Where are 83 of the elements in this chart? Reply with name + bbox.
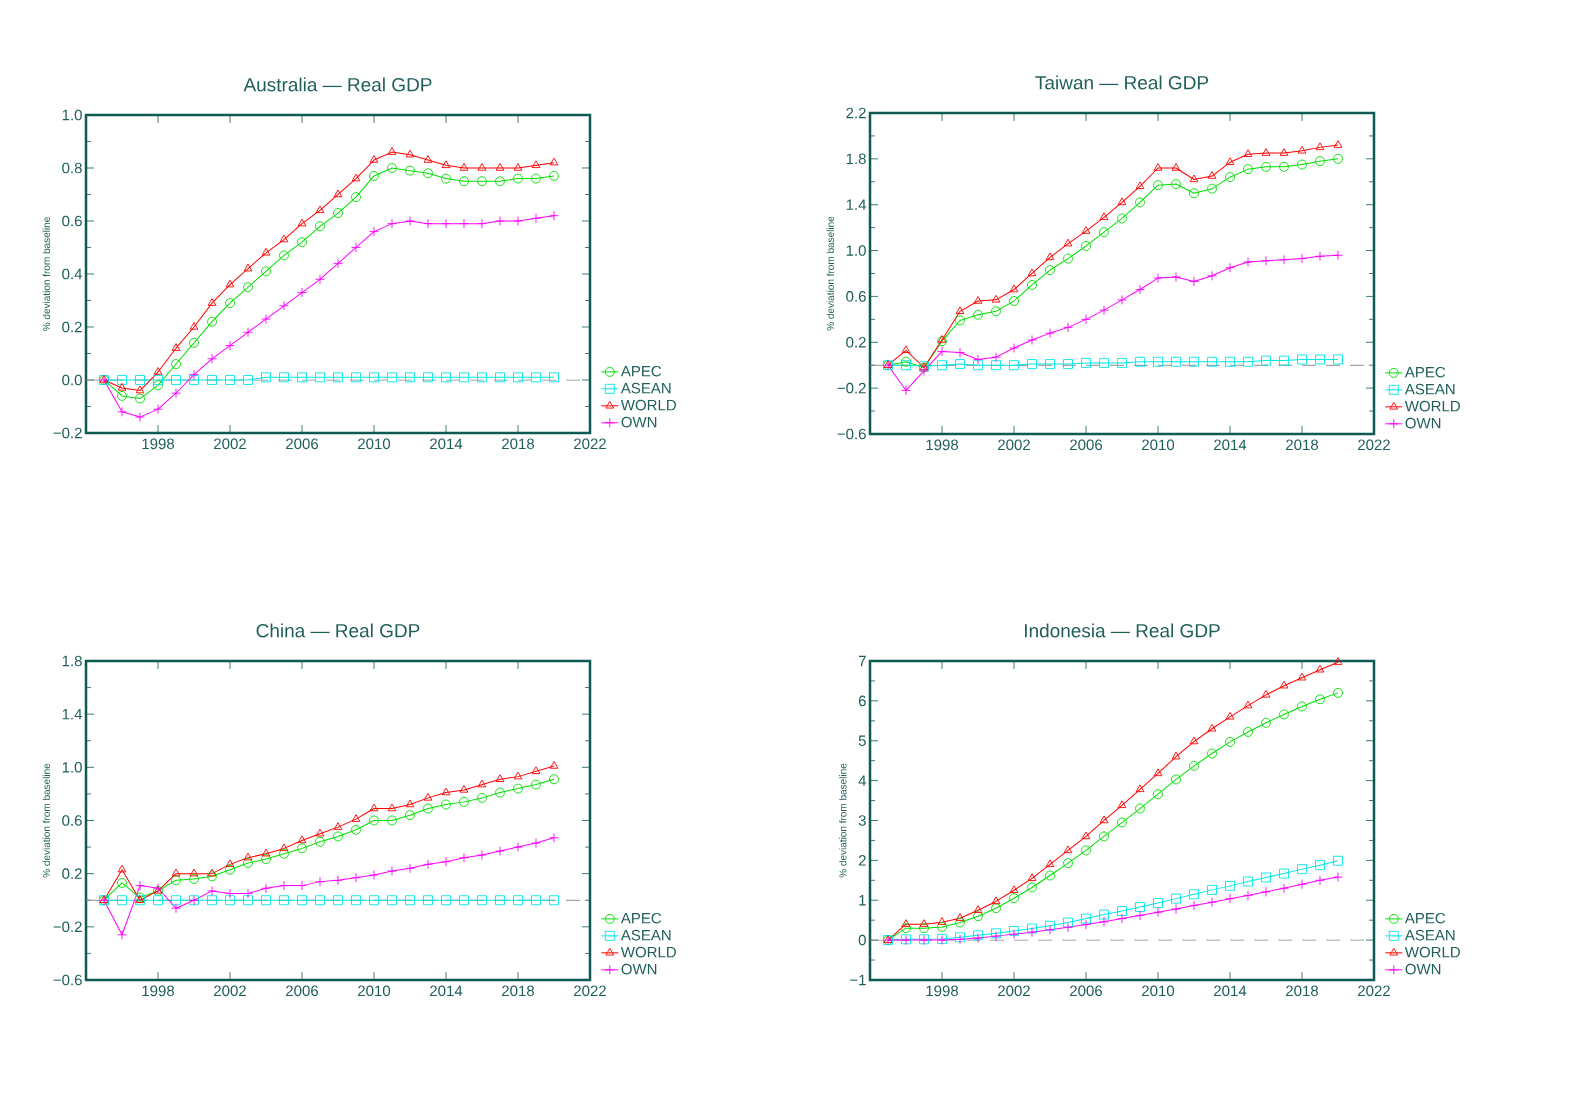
legend-label: APEC bbox=[1404, 366, 1446, 378]
x-tick-label: 2022 bbox=[574, 438, 606, 450]
chart-title: China — Real GDP bbox=[256, 623, 420, 638]
y-tick-label: 0.4 bbox=[62, 268, 83, 280]
x-tick-label: 2022 bbox=[1358, 439, 1390, 451]
legend-label: WORLD bbox=[1404, 946, 1460, 958]
legend-label: WORLD bbox=[1404, 400, 1460, 412]
y-tick-label: 1.8 bbox=[846, 153, 866, 165]
y-tick-label: 0 bbox=[858, 934, 866, 946]
x-tick-label: 2014 bbox=[1214, 985, 1247, 997]
x-tick-label: 2018 bbox=[1286, 985, 1319, 997]
x-tick-label: 2006 bbox=[1070, 985, 1103, 997]
x-tick-label: 1998 bbox=[926, 985, 959, 997]
y-tick-label: −0.2 bbox=[53, 427, 82, 439]
y-tick-label: 4 bbox=[858, 775, 867, 786]
legend-label: WORLD bbox=[620, 946, 676, 958]
legend-label: APEC bbox=[620, 912, 662, 924]
y-tick-label: 7 bbox=[858, 655, 866, 667]
y-tick-label: −0.2 bbox=[53, 921, 82, 933]
y-tick-label: 0.6 bbox=[62, 815, 82, 826]
y-axis-title: % deviation from baseline bbox=[42, 217, 50, 331]
y-tick-label: 5 bbox=[858, 735, 866, 746]
x-tick-label: 1998 bbox=[142, 985, 175, 997]
x-tick-label: 2006 bbox=[286, 985, 319, 997]
x-tick-label: 1998 bbox=[142, 438, 175, 450]
x-tick-label: 2010 bbox=[358, 985, 391, 997]
legend-label: OWN bbox=[1405, 417, 1441, 429]
y-axis-title: % deviation from baseline bbox=[826, 216, 834, 331]
y-tick-label: −0.6 bbox=[53, 974, 82, 986]
x-tick-label: 2010 bbox=[1142, 985, 1175, 997]
x-tick-label: 2014 bbox=[430, 985, 463, 997]
y-tick-label: 1.4 bbox=[846, 199, 867, 210]
y-tick-label: 1.8 bbox=[62, 655, 82, 667]
y-tick-label: 0.8 bbox=[62, 162, 82, 174]
x-tick-label: 2022 bbox=[1358, 985, 1390, 997]
y-tick-label: −1 bbox=[850, 974, 866, 986]
x-tick-label: 2014 bbox=[430, 438, 463, 450]
x-tick-label: 2018 bbox=[1286, 439, 1319, 451]
x-tick-label: 2002 bbox=[214, 438, 246, 450]
legend-label: ASEAN bbox=[620, 929, 671, 941]
x-tick-label: 2006 bbox=[1070, 439, 1103, 451]
x-tick-label: 2018 bbox=[502, 985, 535, 997]
y-axis-title: % deviation from baseline bbox=[42, 763, 50, 878]
y-tick-label: 0.6 bbox=[846, 291, 866, 302]
x-tick-label: 2002 bbox=[998, 985, 1030, 997]
x-tick-label: 2006 bbox=[286, 438, 319, 450]
y-tick-label: 0.2 bbox=[62, 321, 82, 333]
y-tick-label: 0.6 bbox=[62, 215, 82, 227]
y-tick-label: 2.2 bbox=[846, 107, 866, 119]
y-tick-label: 1 bbox=[859, 895, 866, 906]
legend-label: OWN bbox=[621, 963, 657, 975]
x-tick-label: 2018 bbox=[502, 438, 535, 450]
x-tick-label: 2010 bbox=[358, 438, 391, 450]
y-tick-label: 1.4 bbox=[62, 708, 83, 720]
legend-label: ASEAN bbox=[620, 382, 671, 394]
y-tick-label: 1.0 bbox=[62, 762, 82, 773]
chart-title: Australia — Real GDP bbox=[243, 77, 432, 92]
y-tick-label: −0.6 bbox=[837, 428, 866, 440]
chart-title: Taiwan — Real GDP bbox=[1035, 75, 1209, 90]
legend-label: ASEAN bbox=[1404, 383, 1455, 395]
legend-label: WORLD bbox=[620, 399, 676, 411]
y-tick-label: 3 bbox=[858, 815, 866, 826]
y-tick-label: −0.2 bbox=[837, 382, 866, 394]
y-tick-label: 0.0 bbox=[62, 374, 82, 386]
x-tick-label: 2022 bbox=[574, 985, 606, 997]
legend-label: ASEAN bbox=[1404, 929, 1455, 941]
legend-label: APEC bbox=[1404, 912, 1446, 924]
x-tick-label: 2010 bbox=[1142, 439, 1175, 451]
legend-label: APEC bbox=[620, 365, 662, 377]
legend-label: OWN bbox=[1405, 963, 1441, 975]
y-tick-label: 0.2 bbox=[62, 868, 82, 879]
legend-label: OWN bbox=[621, 416, 657, 428]
y-tick-label: 2 bbox=[858, 855, 866, 866]
y-tick-label: 1.0 bbox=[846, 245, 866, 256]
x-tick-label: 1998 bbox=[926, 439, 959, 451]
x-tick-label: 2002 bbox=[998, 439, 1030, 451]
x-tick-label: 2002 bbox=[214, 985, 246, 997]
y-axis-title: % deviation from baseline bbox=[839, 763, 847, 878]
y-tick-label: 6 bbox=[858, 695, 866, 707]
y-tick-label: 0.2 bbox=[846, 336, 866, 348]
chart-title: Indonesia — Real GDP bbox=[1025, 623, 1220, 638]
x-tick-label: 2014 bbox=[1214, 439, 1247, 451]
y-tick-label: 1.0 bbox=[62, 109, 82, 121]
